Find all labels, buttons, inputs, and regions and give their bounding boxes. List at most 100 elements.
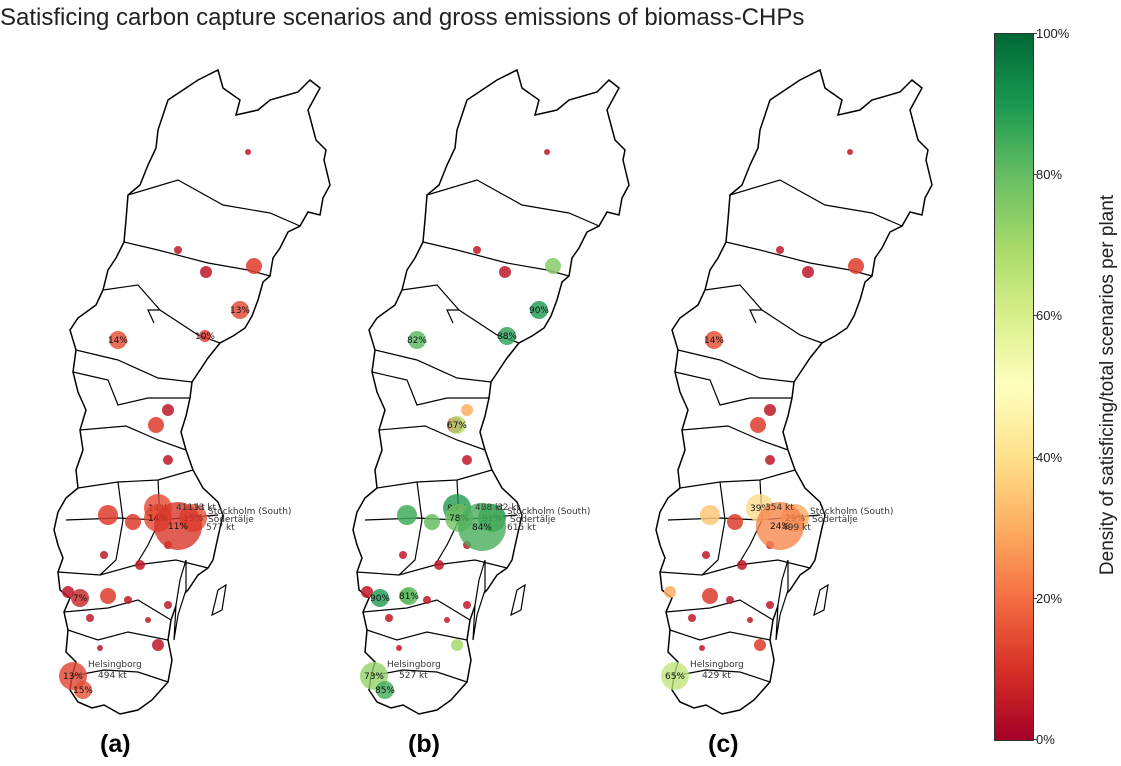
plant-marker-small	[148, 417, 164, 433]
plant-marker-small	[545, 258, 561, 274]
map-panel-c: 14%39%29%24%65%Stockholm (South)Helsingb…	[655, 69, 933, 715]
plant-marker-small	[135, 560, 145, 570]
plant-marker-small	[544, 149, 550, 155]
city-label-stockholm: Stockholm (South)	[810, 507, 893, 517]
plant-share-label: 13%	[230, 306, 250, 316]
plant-share-label: 39%	[750, 504, 770, 514]
plant-share-label: 14%	[704, 336, 724, 346]
plant-marker-small	[848, 258, 864, 274]
plant-marker	[231, 301, 249, 319]
plant-marker-small	[802, 266, 814, 278]
panel-label-a: (a)	[100, 730, 131, 758]
plant-marker-small	[727, 514, 743, 530]
plant-share-label: 10%	[195, 332, 215, 342]
plant-marker	[661, 662, 689, 690]
plant-share-label: 65%	[665, 672, 685, 682]
plant-marker	[448, 416, 466, 434]
plant-marker-small	[245, 149, 251, 155]
plant-share-label: 90%	[529, 306, 549, 316]
plant-marker-small	[702, 588, 718, 604]
colorbar-label: Density of satisficing/total scenarios p…	[1097, 194, 1118, 576]
plant-marker-small	[124, 596, 132, 604]
plant-marker	[71, 589, 89, 607]
city-label-helsingborg: Helsingborg	[690, 660, 744, 670]
emission-label: 488 kt	[475, 503, 504, 513]
plant-marker-small	[399, 551, 407, 559]
plant-share-label: 11%	[168, 522, 188, 532]
maps-svg: 13%10%14%14%14%15%11%7%13%15%Stockholm (…	[53, 69, 933, 715]
plant-marker-small	[473, 246, 481, 254]
colorbar-tick-20: 20%	[1036, 591, 1063, 606]
plant-marker-small	[737, 560, 747, 570]
plant-marker-small	[86, 614, 94, 622]
plant-share-label: 88%	[497, 332, 517, 342]
city-label-stockholm: Stockholm (South)	[507, 507, 590, 517]
plant-share-label: 15%	[73, 686, 93, 696]
emission-label: 411 kt	[176, 503, 205, 513]
plant-marker-small	[98, 505, 118, 525]
map-panel-a: 13%10%14%14%14%15%11%7%13%15%Stockholm (…	[53, 69, 331, 715]
colorbar-tick-80: 80%	[1036, 167, 1063, 182]
plant-marker-small	[125, 514, 141, 530]
panel-label-b: (b)	[408, 730, 440, 758]
plant-marker	[458, 503, 506, 551]
plant-marker-small	[100, 588, 116, 604]
plant-marker	[408, 331, 426, 349]
plant-marker-small	[664, 586, 676, 598]
plant-marker	[705, 331, 723, 349]
plant-share-label: 85%	[375, 686, 395, 696]
plant-marker-small	[766, 601, 774, 609]
plant-marker-small	[702, 551, 710, 559]
plant-marker	[376, 681, 394, 699]
plant-marker-small	[200, 266, 212, 278]
plant-marker-small	[152, 639, 164, 651]
emission-label: 494 kt	[98, 671, 127, 681]
colorbar-tick-60: 60%	[1036, 308, 1063, 323]
emission-label: Södertälje	[812, 515, 858, 525]
plant-marker-small	[726, 596, 734, 604]
plant-marker-small	[499, 266, 511, 278]
plant-share-label: 78%	[449, 514, 469, 524]
emission-label: 32 kt	[497, 503, 521, 513]
emission-label: 13 kt	[193, 503, 217, 513]
plant-marker	[154, 502, 202, 550]
plant-marker-small	[847, 149, 853, 155]
plant-share-label: 84%	[472, 523, 492, 533]
plant-marker-small	[750, 417, 766, 433]
plant-marker-small	[162, 404, 174, 416]
plant-marker-small	[451, 639, 463, 651]
plant-marker-small	[776, 246, 784, 254]
panel-label-c: (c)	[708, 730, 739, 758]
plant-marker-small	[145, 617, 151, 623]
plant-marker-small	[246, 258, 262, 274]
plant-marker-small	[462, 455, 472, 465]
plant-marker-small	[385, 614, 393, 622]
plant-marker-small	[444, 617, 450, 623]
emission-label: 615 kt	[507, 523, 536, 533]
plant-share-label: 90%	[370, 594, 390, 604]
plant-marker-small	[164, 601, 172, 609]
plant-share-label: 82%	[407, 336, 427, 346]
city-label-helsingborg: Helsingborg	[88, 660, 142, 670]
plant-marker-small	[97, 645, 103, 651]
city-label-helsingborg: Helsingborg	[387, 660, 441, 670]
figure-title: Satisficing carbon capture scenarios and…	[0, 4, 805, 31]
plant-marker	[756, 502, 804, 550]
plant-marker-small	[699, 645, 705, 651]
plant-marker-small	[765, 455, 775, 465]
plant-marker-small	[397, 505, 417, 525]
colorbar-tick-40: 40%	[1036, 450, 1063, 465]
emission-label: 354 kt	[765, 503, 794, 513]
plant-marker-small	[100, 551, 108, 559]
plant-marker-small	[62, 586, 74, 598]
plant-marker-small	[754, 639, 766, 651]
plant-share-label: 81%	[399, 592, 419, 602]
plant-share-label: 13%	[63, 672, 83, 682]
plant-share-label: 7%	[73, 594, 88, 604]
plant-marker-small	[434, 560, 444, 570]
emission-label: Södertälje	[208, 515, 254, 525]
plant-marker-small	[747, 617, 753, 623]
plant-marker-small	[423, 596, 431, 604]
plant-marker	[74, 681, 92, 699]
plant-marker-small	[463, 601, 471, 609]
